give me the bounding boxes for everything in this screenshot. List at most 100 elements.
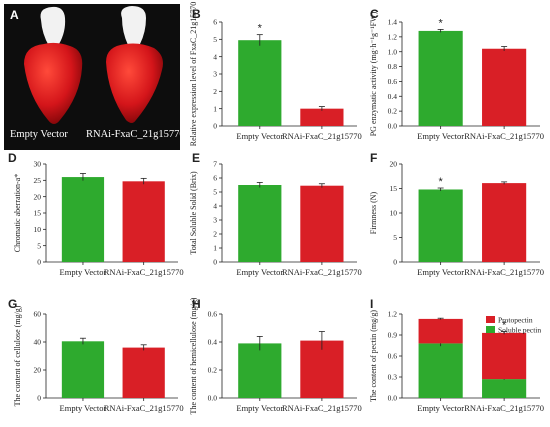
category-label-c: RNAi-FxaC_21g15770 xyxy=(464,131,544,141)
y-axis-label-d: Chromatic aberration-a* xyxy=(13,174,22,252)
y-tick-label-e: 5 xyxy=(213,188,217,197)
category-label-h: RNAi-FxaC_21g15770 xyxy=(282,403,362,413)
significance-marker-c: * xyxy=(438,17,443,29)
category-label-c: Empty Vector xyxy=(417,131,464,141)
y-tick-label-d: 15 xyxy=(34,209,42,218)
y-tick-label-b: 2 xyxy=(213,87,217,96)
category-label-h: Empty Vector xyxy=(236,403,283,413)
y-tick-label-d: 25 xyxy=(34,176,42,185)
y-tick-label-e: 6 xyxy=(213,174,217,183)
panel-letter-e: E xyxy=(192,151,200,165)
bar-e-1 xyxy=(300,185,344,262)
significance-marker-b: * xyxy=(258,23,263,35)
y-tick-label-f: 5 xyxy=(393,233,397,242)
bar-g-0 xyxy=(61,341,105,398)
y-axis-label-f: Firmness (N) xyxy=(369,191,378,234)
bar-h-1 xyxy=(300,340,344,398)
bar-c-0 xyxy=(418,30,463,127)
left-calyx xyxy=(40,6,66,46)
y-tick-label-d: 10 xyxy=(34,225,42,234)
y-tick-label-c: 0.6 xyxy=(388,77,398,86)
category-label-i: Empty Vector xyxy=(417,403,464,413)
bar-d-1 xyxy=(122,181,165,262)
y-tick-label-i: 1.2 xyxy=(388,310,398,319)
significance-marker-f: * xyxy=(438,176,443,188)
y-axis-label-b: Relative expression level of FxaC_21g157… xyxy=(189,2,198,146)
legend-label-i: Protopectin xyxy=(498,316,533,325)
category-label-b: Empty Vector xyxy=(236,131,283,141)
legend-label-i: Soluble pectin xyxy=(498,326,541,335)
panel-letter-f: F xyxy=(370,151,377,165)
y-tick-label-e: 7 xyxy=(213,160,217,169)
bar-f-1 xyxy=(482,183,527,262)
y-tick-label-b: 5 xyxy=(213,35,217,44)
y-tick-label-f: 20 xyxy=(390,160,398,169)
bar-b-0 xyxy=(238,40,282,127)
bar-e-0 xyxy=(238,185,282,262)
y-tick-label-e: 0 xyxy=(213,258,217,267)
category-label-d: RNAi-FxaC_21g15770 xyxy=(104,267,184,277)
panel-letter-c: C xyxy=(370,7,379,21)
y-tick-label-h: 0.0 xyxy=(208,394,218,403)
panel-letter-h: H xyxy=(192,297,201,311)
y-tick-label-f: 15 xyxy=(390,184,398,193)
bar-i-soluble-pectin-0 xyxy=(418,343,463,398)
category-label-f: RNAi-FxaC_21g15770 xyxy=(464,267,544,277)
y-tick-label-b: 0 xyxy=(213,122,217,131)
y-tick-label-h: 0.4 xyxy=(208,338,218,347)
y-tick-label-i: 0.6 xyxy=(388,352,398,361)
legend-swatch-i xyxy=(486,326,495,333)
y-tick-label-e: 1 xyxy=(213,244,217,253)
y-axis-label-g: The content of cellulose (mg/g) xyxy=(13,305,22,406)
y-tick-label-c: 0.4 xyxy=(388,92,398,101)
panel-letter-i: I xyxy=(370,297,373,311)
left-berry xyxy=(24,42,83,124)
panel-letter-b: B xyxy=(192,7,201,21)
y-tick-label-e: 3 xyxy=(213,216,217,225)
y-tick-label-d: 5 xyxy=(37,241,41,250)
category-label-g: RNAi-FxaC_21g15770 xyxy=(104,403,184,413)
y-tick-label-h: 0.6 xyxy=(208,310,218,319)
y-tick-label-h: 0.2 xyxy=(208,366,218,375)
bar-b-1 xyxy=(300,108,344,126)
panel-letter-g: G xyxy=(8,297,17,311)
right-fruit-label: RNAi-FxaC_21g15770 xyxy=(86,129,180,140)
y-tick-label-c: 0.0 xyxy=(388,122,398,131)
y-tick-label-c: 1.2 xyxy=(388,32,398,41)
y-tick-label-b: 6 xyxy=(213,18,217,27)
strawberry-photo: A Empty Vector RNAi-FxaC_21g15770 xyxy=(4,4,180,150)
bar-d-0 xyxy=(61,177,105,262)
y-tick-label-e: 4 xyxy=(213,202,217,211)
y-tick-label-d: 0 xyxy=(37,258,41,267)
category-label-i: RNAi-FxaC_21g15770 xyxy=(464,403,544,413)
y-tick-label-b: 3 xyxy=(213,70,217,79)
bar-c-1 xyxy=(482,48,527,126)
y-axis-label-e: Total Soluble Solid (Brix) xyxy=(189,171,198,255)
y-tick-label-i: 0.0 xyxy=(388,394,398,403)
y-axis-label-i: The content of pectin (mg/g) xyxy=(369,310,378,402)
panel-letter-d: D xyxy=(8,151,17,165)
bar-h-0 xyxy=(238,343,282,398)
y-tick-label-g: 40 xyxy=(34,338,42,347)
bar-i-soluble-pectin-1 xyxy=(482,379,527,398)
y-tick-label-d: 20 xyxy=(34,192,42,201)
y-tick-label-g: 0 xyxy=(37,394,41,403)
y-tick-label-b: 4 xyxy=(213,52,217,61)
y-tick-label-i: 0.9 xyxy=(388,331,398,340)
panel-letter-a: A xyxy=(10,8,19,22)
category-label-g: Empty Vector xyxy=(60,403,107,413)
y-axis-label-h: The content of hemicellulose (mg/g) xyxy=(189,297,198,414)
left-fruit-label: Empty Vector xyxy=(10,129,68,140)
bar-i-protopectin-1 xyxy=(482,332,527,380)
right-berry xyxy=(106,43,163,123)
y-tick-label-c: 1.4 xyxy=(388,18,398,27)
y-tick-label-g: 60 xyxy=(34,310,42,319)
y-tick-label-c: 0.8 xyxy=(388,62,398,71)
y-tick-label-f: 0 xyxy=(393,258,397,267)
y-tick-label-g: 20 xyxy=(34,366,42,375)
y-tick-label-b: 1 xyxy=(213,104,217,113)
y-axis-label-c: PG enzymatic activity (mg·h⁻¹g⁻¹FW) xyxy=(369,11,378,136)
bar-g-1 xyxy=(122,347,165,398)
strawberry-illustration xyxy=(24,6,163,124)
